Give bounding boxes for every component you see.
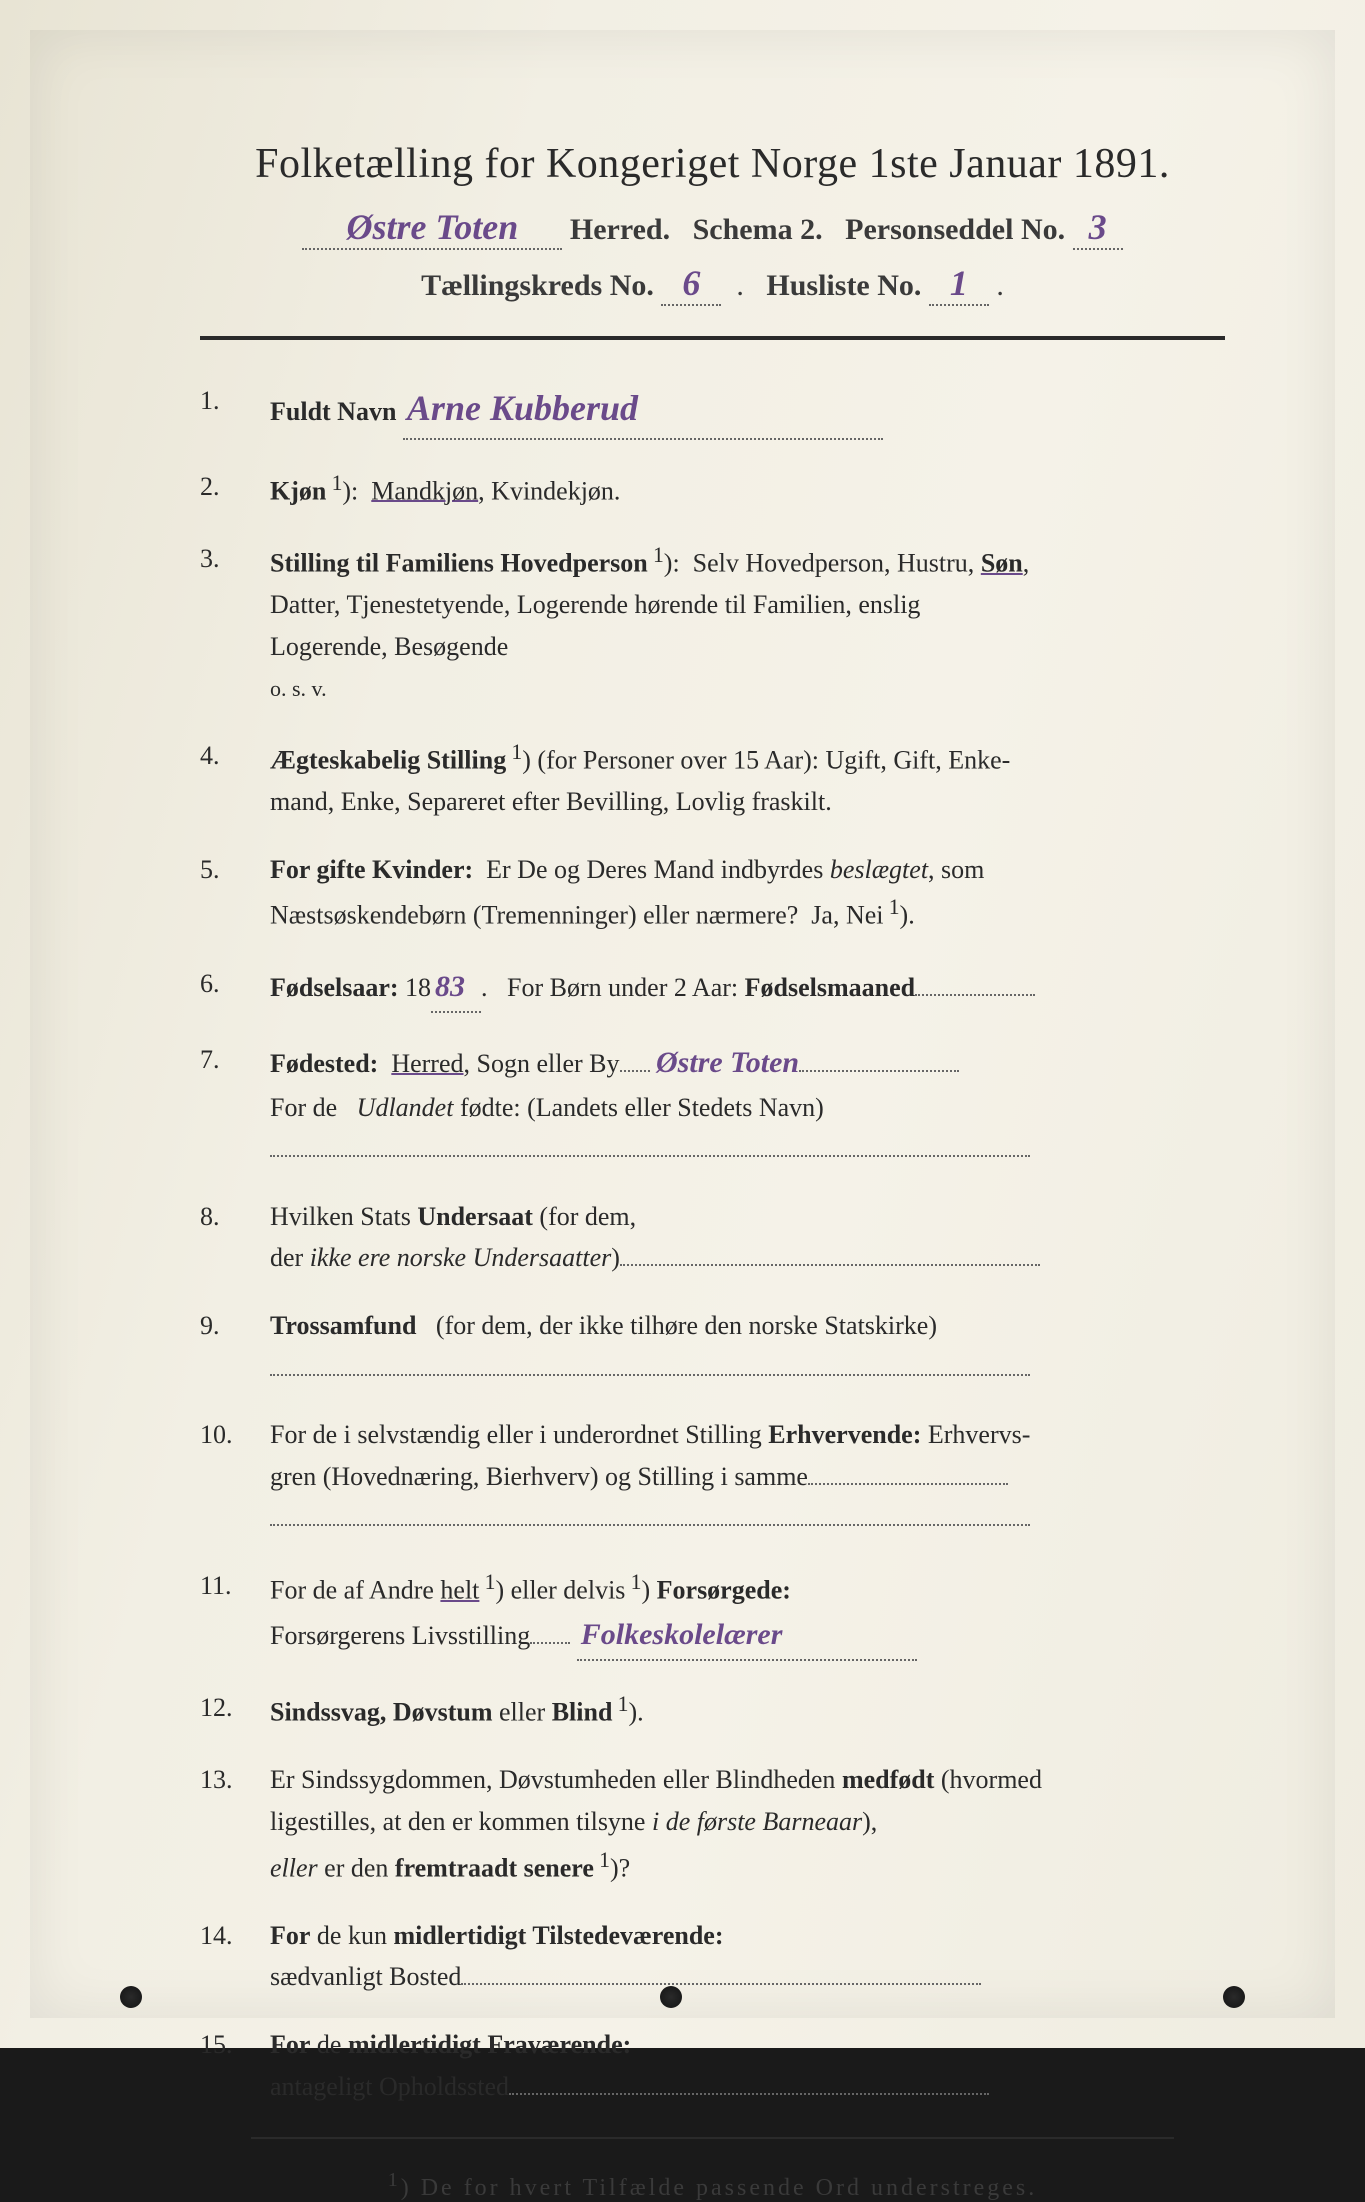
item-4-paren: (for Personer over 15 Aar): bbox=[537, 746, 819, 775]
herred-handwritten: Østre Toten bbox=[302, 206, 562, 250]
item-7-label: Fødested: bbox=[270, 1049, 378, 1078]
footnote-marker: 1 bbox=[388, 2169, 401, 2191]
item-12-bold2: Blind bbox=[552, 1698, 613, 1727]
item-6-suffix: For Børn under 2 Aar: bbox=[507, 973, 738, 1002]
item-6: Fødselsaar: 1883. For Børn under 2 Aar: … bbox=[200, 963, 1225, 1013]
item-9-text: (for dem, der ikke tilhøre den norske St… bbox=[436, 1311, 937, 1340]
item-7-underlined: Herred bbox=[391, 1049, 463, 1078]
item-14: For de kun midlertidigt Tilstedeværende:… bbox=[200, 1915, 1225, 1998]
item-6-suffix-bold: Fødselsmaaned bbox=[745, 973, 915, 1002]
census-form-page: Folketælling for Kongeriget Norge 1ste J… bbox=[0, 0, 1365, 2048]
item-11-mid: eller delvis bbox=[511, 1576, 626, 1605]
footnote: 1) De for hvert Tilfælde passende Ord un… bbox=[200, 2169, 1225, 2202]
subtitle-row-1: Østre Toten Herred. Schema 2. Personsedd… bbox=[200, 206, 1225, 250]
footnote-rule bbox=[251, 2137, 1174, 2139]
item-9-label: Trossamfund bbox=[270, 1311, 416, 1340]
item-15: For de midlertidigt Fraværende: antageli… bbox=[200, 2024, 1225, 2107]
form-items: Fuldt Navn Arne Kubberud Kjøn 1): Mandkj… bbox=[200, 380, 1225, 2107]
item-9: Trossamfund (for dem, der ikke tilhøre d… bbox=[200, 1305, 1225, 1388]
herred-label: Herred. bbox=[570, 213, 670, 246]
item-1-label: Fuldt Navn bbox=[270, 397, 396, 426]
taellingskreds-label: Tællingskreds No. bbox=[421, 269, 654, 302]
item-12: Sindssvag, Døvstum eller Blind 1). bbox=[200, 1687, 1225, 1733]
item-10-bold: Erhvervende: bbox=[768, 1420, 921, 1449]
item-13: Er Sindssygdommen, Døvstumheden eller Bl… bbox=[200, 1759, 1225, 1888]
item-11-l2-hand: Folkeskolelærer bbox=[577, 1611, 917, 1661]
husliste-no: 1 bbox=[929, 262, 989, 306]
item-11-l2-label: Forsørgerens Livsstilling bbox=[270, 1621, 530, 1650]
husliste-label: Husliste No. bbox=[766, 269, 921, 302]
item-8-bold: Undersaat bbox=[417, 1202, 533, 1231]
item-10: For de i selvstændig eller i underordnet… bbox=[200, 1414, 1225, 1539]
page-title: Folketælling for Kongeriget Norge 1ste J… bbox=[200, 140, 1225, 188]
item-5-italic: beslægtet bbox=[830, 855, 928, 884]
item-3-opts-l2: Datter, Tjenestetyende, Logerende hørend… bbox=[270, 590, 920, 619]
item-11-underlined: helt bbox=[440, 1576, 479, 1605]
punch-hole-right bbox=[1223, 1986, 1245, 2008]
personseddel-no: 3 bbox=[1073, 206, 1123, 250]
item-15-l2: antageligt Opholdssted bbox=[270, 2072, 509, 2101]
item-5-label: For gifte Kvinder: bbox=[270, 855, 473, 884]
item-12-rest: eller bbox=[499, 1698, 545, 1727]
item-13-bold2: fremtraadt senere bbox=[395, 1853, 594, 1882]
item-2-label: Kjøn bbox=[270, 476, 326, 505]
item-3-opts-l4: o. s. v. bbox=[270, 676, 327, 701]
item-1-value: Arne Kubberud bbox=[403, 380, 883, 440]
item-8-italic: ikke ere norske Undersaatter bbox=[310, 1243, 612, 1272]
item-13-italic1: i de første Barneaar bbox=[652, 1807, 862, 1836]
item-14-l2: sædvanligt Bosted bbox=[270, 1962, 461, 1991]
personseddel-label: Personseddel No. bbox=[845, 213, 1065, 246]
item-12-label: Sindssvag, Døvstum bbox=[270, 1698, 493, 1727]
item-11-bold: Forsørgede: bbox=[657, 1576, 791, 1605]
item-1: Fuldt Navn Arne Kubberud bbox=[200, 380, 1225, 440]
punch-hole-center bbox=[660, 1986, 682, 2008]
punch-hole-left bbox=[120, 1986, 142, 2008]
item-2: Kjøn 1): Mandkjøn, Kvindekjøn. bbox=[200, 466, 1225, 512]
schema-label: Schema 2. bbox=[693, 213, 823, 246]
item-11: For de af Andre helt 1) eller delvis 1) … bbox=[200, 1565, 1225, 1661]
item-4-label: Ægteskabelig Stilling bbox=[270, 746, 506, 775]
subtitle-row-2: Tællingskreds No. 6 . Husliste No. 1 . bbox=[200, 262, 1225, 306]
item-8: Hvilken Stats Undersaat (for dem, der ik… bbox=[200, 1196, 1225, 1279]
item-6-year-prefix: 18 bbox=[405, 973, 431, 1002]
item-3-label: Stilling til Familiens Hovedperson bbox=[270, 549, 648, 578]
item-15-bold: midlertidigt Fraværende: bbox=[348, 2030, 631, 2059]
item-13-bold1: medfødt bbox=[842, 1765, 934, 1794]
taellingskreds-no: 6 bbox=[661, 262, 721, 306]
item-14-bold: midlertidigt Tilstedeværende: bbox=[393, 1921, 723, 1950]
footnote-text: De for hvert Tilfælde passende Ord under… bbox=[421, 2175, 1038, 2201]
item-3: Stilling til Familiens Hovedperson 1): S… bbox=[200, 538, 1225, 709]
item-3-underlined: Søn bbox=[981, 549, 1023, 578]
item-7-italic: Udlandet bbox=[357, 1093, 454, 1122]
item-13-italic2: eller bbox=[270, 1853, 318, 1882]
item-6-label: Fødselsaar: bbox=[270, 973, 399, 1002]
item-2-underlined: Mandkjøn bbox=[371, 476, 478, 505]
item-4: Ægteskabelig Stilling 1) (for Personer o… bbox=[200, 735, 1225, 823]
item-3-opts-l3: Logerende, Besøgende bbox=[270, 632, 508, 661]
item-6-year: 83 bbox=[431, 963, 481, 1013]
item-5: For gifte Kvinder: Er De og Deres Mand i… bbox=[200, 849, 1225, 937]
header-rule bbox=[200, 336, 1225, 340]
item-7-value: Østre Toten bbox=[656, 1046, 799, 1079]
item-7: Fødested: Herred, Sogn eller By Østre To… bbox=[200, 1039, 1225, 1170]
